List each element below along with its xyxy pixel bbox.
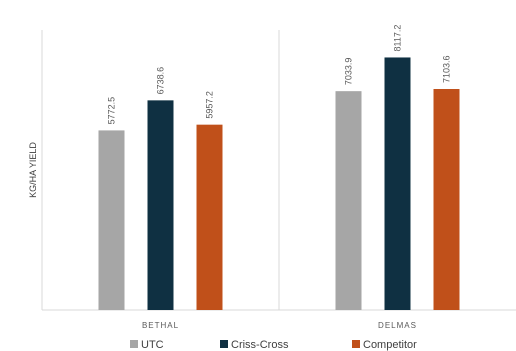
data-labels: 5772.5 6738.6 5957.2 7033.9 8117.2 7103.6 <box>107 25 452 125</box>
bars <box>98 57 460 310</box>
bar-criss-cross-bethal <box>147 100 174 310</box>
data-label: 7033.9 <box>344 58 354 86</box>
data-label: 5772.5 <box>107 97 117 125</box>
y-axis-label: KG/HA YIELD <box>28 142 38 198</box>
legend-label: Criss-Cross <box>231 339 289 351</box>
x-tick-label: DELMAS <box>378 321 417 330</box>
legend-label: Competitor <box>363 339 417 351</box>
bar-utc-delmas <box>335 91 362 310</box>
data-label: 7103.6 <box>442 55 452 83</box>
y-axis-label-group: KG/HA YIELD <box>28 142 38 198</box>
x-axis-ticks: BETHAL DELMAS <box>142 321 417 330</box>
legend-swatch <box>220 340 228 348</box>
legend: UTC Criss-Cross Competitor <box>130 339 417 351</box>
data-label: 8117.2 <box>393 25 403 52</box>
x-tick-label: BETHAL <box>142 321 179 330</box>
bar-competitor-delmas <box>433 88 460 310</box>
bar-competitor-bethal <box>196 124 223 310</box>
legend-label: UTC <box>141 339 164 351</box>
bar-criss-cross-delmas <box>384 57 411 310</box>
data-label: 5957.2 <box>205 91 215 119</box>
bar-utc-bethal <box>98 130 125 310</box>
data-label: 6738.6 <box>156 67 166 95</box>
legend-swatch <box>130 340 138 348</box>
legend-swatch <box>352 340 360 348</box>
